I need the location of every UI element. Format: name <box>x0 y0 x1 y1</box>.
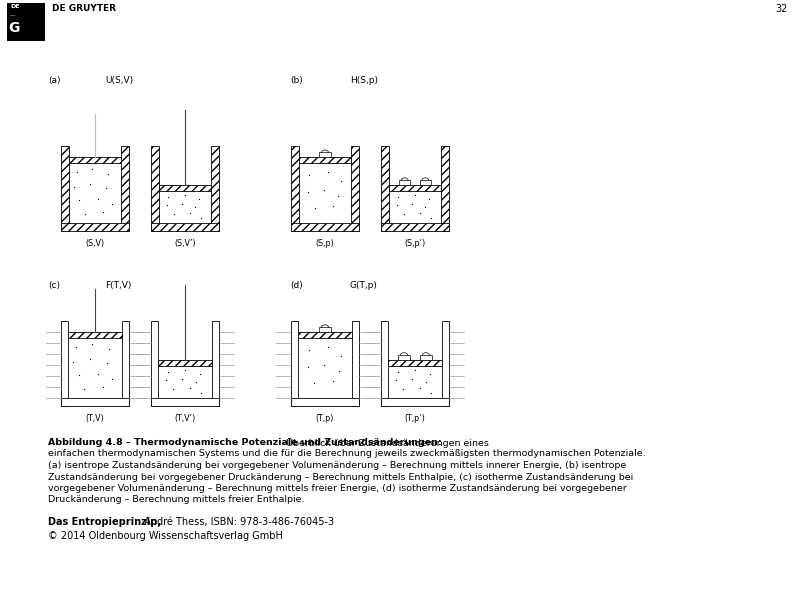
Bar <box>291 398 359 406</box>
Text: einfachen thermodynamischen Systems und die für die Berechnung jeweils zweckmäßi: einfachen thermodynamischen Systems und … <box>48 449 646 458</box>
Bar <box>389 185 441 191</box>
Bar <box>151 146 159 231</box>
Text: DE GRUYTER: DE GRUYTER <box>52 4 116 13</box>
Bar <box>319 153 330 157</box>
Text: (d): (d) <box>290 281 303 290</box>
Bar <box>381 224 449 231</box>
Bar <box>69 157 121 163</box>
Text: Das Entropieprinzip,: Das Entropieprinzip, <box>48 517 161 527</box>
Bar <box>121 146 129 231</box>
Text: (S,p’): (S,p’) <box>404 239 426 248</box>
Text: (T,V’): (T,V’) <box>175 414 195 423</box>
Text: DE: DE <box>10 4 20 9</box>
Text: (T,p’): (T,p’) <box>405 414 426 423</box>
Bar <box>351 146 359 231</box>
Text: (b): (b) <box>290 76 303 85</box>
Bar <box>381 321 387 406</box>
Bar <box>151 321 158 406</box>
Text: (a) isentrope Zustandsänderung bei vorgegebener Volumenänderung – Berechnung mit: (a) isentrope Zustandsänderung bei vorge… <box>48 461 626 470</box>
Text: G(T,p): G(T,p) <box>350 281 378 290</box>
Bar <box>298 332 353 338</box>
Bar <box>420 355 432 360</box>
Bar <box>159 185 211 191</box>
Bar <box>151 398 219 406</box>
Bar <box>381 398 449 406</box>
Bar <box>291 146 299 231</box>
Text: U(S,V): U(S,V) <box>105 76 133 85</box>
Bar <box>441 146 449 231</box>
Bar <box>291 224 359 231</box>
Bar <box>212 321 219 406</box>
Text: G: G <box>8 21 19 35</box>
Text: —: — <box>10 13 16 18</box>
Bar <box>420 180 431 185</box>
Bar <box>399 180 410 185</box>
Text: (a): (a) <box>48 76 60 85</box>
Bar <box>61 398 129 406</box>
Bar <box>299 157 351 163</box>
Bar <box>353 321 359 406</box>
Bar <box>398 355 410 360</box>
Bar <box>61 146 69 231</box>
Bar <box>7 3 45 41</box>
Bar <box>158 360 212 366</box>
Text: Zustandsänderung bei vorgegebener Druckänderung – Berechnung mittels Enthalpie, : Zustandsänderung bei vorgegebener Druckä… <box>48 473 634 482</box>
Text: vorgegebener Volumenänderung – Berechnung mittels freier Energie, (d) isotherme : vorgegebener Volumenänderung – Berechnun… <box>48 484 626 493</box>
Bar <box>319 327 331 332</box>
Text: Druckänderung – Berechnung mittels freier Enthalpie.: Druckänderung – Berechnung mittels freie… <box>48 495 305 504</box>
Text: F(T,V): F(T,V) <box>105 281 131 290</box>
Text: (S,p): (S,p) <box>316 239 334 248</box>
Bar <box>61 321 67 406</box>
Text: Abbildung 4.8 – Thermodynamische Potenziale und Zustandsänderungen:: Abbildung 4.8 – Thermodynamische Potenzi… <box>48 438 445 447</box>
Text: (S,V): (S,V) <box>86 239 105 248</box>
Text: Überblick über Zustandsänderungen eines: Überblick über Zustandsänderungen eines <box>286 438 489 448</box>
Bar <box>151 224 219 231</box>
Bar <box>387 360 442 366</box>
Bar <box>381 146 389 231</box>
Text: (S,V’): (S,V’) <box>174 239 196 248</box>
Text: (T,V): (T,V) <box>86 414 104 423</box>
Bar <box>67 332 122 338</box>
Bar <box>211 146 219 231</box>
Bar <box>122 321 129 406</box>
Text: H(S,p): H(S,p) <box>350 76 378 85</box>
Text: (c): (c) <box>48 281 60 290</box>
Bar <box>442 321 449 406</box>
Text: © 2014 Oldenbourg Wissenschaftsverlag GmbH: © 2014 Oldenbourg Wissenschaftsverlag Gm… <box>48 531 283 541</box>
Bar <box>291 321 298 406</box>
Bar <box>61 224 129 231</box>
Text: 32: 32 <box>776 4 788 14</box>
Text: André Thess, ISBN: 978-3-486-76045-3: André Thess, ISBN: 978-3-486-76045-3 <box>141 517 334 527</box>
Text: (T,p): (T,p) <box>316 414 334 423</box>
